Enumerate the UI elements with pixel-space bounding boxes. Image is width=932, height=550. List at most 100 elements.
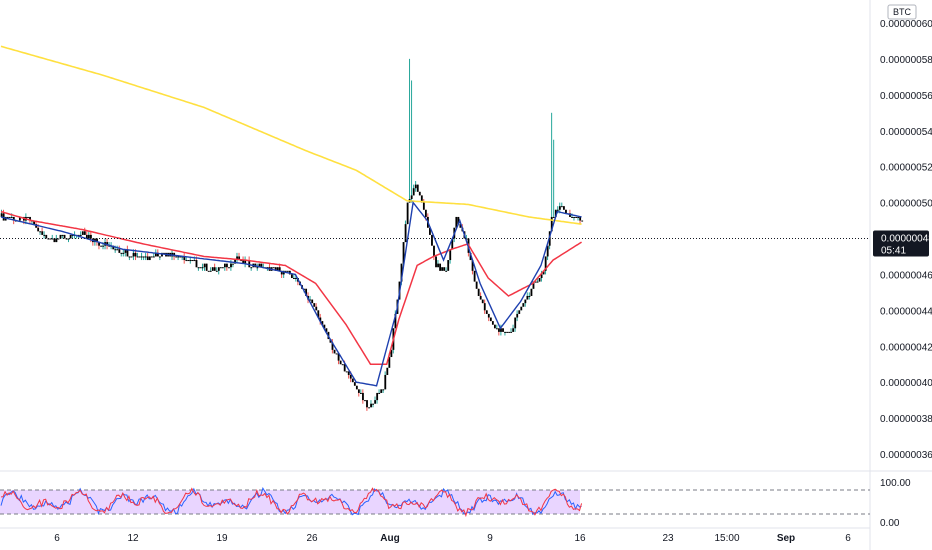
time-tick-label: 9 xyxy=(487,533,493,544)
candle-body xyxy=(502,328,504,332)
candle-body xyxy=(530,288,533,296)
candle-body xyxy=(319,317,322,322)
candle-body xyxy=(102,245,105,247)
candle-body xyxy=(256,267,259,269)
candle-body xyxy=(506,331,508,333)
candle-body xyxy=(416,184,419,192)
candle-body xyxy=(577,216,580,218)
candle-body xyxy=(43,234,46,236)
bar-countdown: 05:41 xyxy=(881,246,906,257)
candle-body xyxy=(79,234,82,236)
candle-body xyxy=(532,281,535,289)
candle-body xyxy=(230,263,232,268)
candle-body xyxy=(418,191,421,196)
price-scale[interactable]: 0.00000060 0.00000058 0.00000056 0.00000054… xyxy=(880,19,932,461)
candle-body xyxy=(410,195,413,199)
candle-body xyxy=(313,303,316,307)
candle-body xyxy=(321,321,324,325)
time-axis[interactable]: 6 12 19 26 Aug 9 16 23 15:00 Sep 6 xyxy=(54,533,851,544)
candle-body xyxy=(49,238,52,240)
candle-body xyxy=(112,245,115,250)
candle-body xyxy=(195,260,198,268)
candle-body xyxy=(138,256,141,258)
candle-body xyxy=(433,245,435,257)
candle-body xyxy=(240,260,243,262)
ma-slow-line xyxy=(0,45,582,225)
candle-body xyxy=(284,270,287,272)
candle-body xyxy=(83,231,86,235)
candle-body xyxy=(514,317,517,329)
candle-body xyxy=(447,260,450,271)
candle-body xyxy=(402,242,405,264)
candle-body xyxy=(498,328,500,332)
candle-body xyxy=(39,231,42,233)
candle-body xyxy=(197,267,200,269)
candle-body xyxy=(33,220,36,225)
candle-body xyxy=(400,263,403,282)
candle-body xyxy=(524,299,527,304)
candle-body xyxy=(368,407,370,409)
rsi-scale[interactable]: 100.00 0.00 xyxy=(880,478,911,529)
candle-body xyxy=(305,288,308,296)
candle-body xyxy=(90,234,92,239)
candle-body xyxy=(193,260,196,262)
candle-body xyxy=(108,245,111,247)
candle-body xyxy=(63,234,66,239)
candle-body xyxy=(244,260,247,264)
candle-body xyxy=(437,263,439,268)
candle-body xyxy=(370,403,372,408)
candle-body xyxy=(435,256,437,268)
candle-body xyxy=(512,328,515,332)
candle-body xyxy=(378,392,381,394)
candle-body xyxy=(311,299,314,304)
candle-body xyxy=(55,238,58,243)
candle-body xyxy=(81,231,84,235)
candle-body xyxy=(477,288,480,296)
candle-body xyxy=(518,310,521,314)
price-tick-label: 0.00000056 xyxy=(880,91,932,102)
candle-body xyxy=(520,306,523,311)
candle-body xyxy=(69,234,72,239)
current-price-badge xyxy=(873,230,929,257)
time-tick-label: 16 xyxy=(574,533,586,544)
candle-body xyxy=(219,267,222,269)
candle-body xyxy=(213,267,216,271)
candle-body xyxy=(124,249,127,253)
candle-body xyxy=(351,378,354,383)
candle-body xyxy=(475,281,478,289)
time-tick-label: 23 xyxy=(662,533,674,544)
candle-body xyxy=(211,267,214,271)
candle-body xyxy=(150,256,153,258)
candle-body xyxy=(278,267,281,271)
candle-body xyxy=(491,321,494,325)
candle-body xyxy=(157,252,159,257)
candle-body xyxy=(538,278,541,282)
candle-body xyxy=(528,295,531,297)
candle-body xyxy=(209,270,212,272)
candle-body xyxy=(228,267,230,269)
main-pane[interactable] xyxy=(0,0,870,470)
candle-body xyxy=(45,234,48,239)
candle-body xyxy=(575,216,578,218)
candle-body xyxy=(471,260,474,271)
candle-body xyxy=(187,260,190,262)
candle-body xyxy=(347,371,350,375)
candle-body xyxy=(508,331,511,333)
candle-body xyxy=(140,256,143,258)
candle-body xyxy=(290,274,293,279)
candle-body xyxy=(317,310,320,318)
candle-body xyxy=(457,216,460,225)
price-tick-label: 0.00000040 xyxy=(880,378,932,389)
price-tick-label: 0.00000046 xyxy=(880,270,932,281)
price-tick-label: 0.00000042 xyxy=(880,342,932,353)
candle-body xyxy=(443,267,446,271)
price-tick-label: 0.00000060 xyxy=(880,19,932,30)
candle-body xyxy=(473,270,476,282)
candle-body xyxy=(386,367,389,375)
candle-body xyxy=(546,245,549,257)
candle-body xyxy=(120,252,123,254)
candle-body xyxy=(96,238,98,243)
candle-body xyxy=(6,216,9,218)
candle-body xyxy=(487,313,490,318)
